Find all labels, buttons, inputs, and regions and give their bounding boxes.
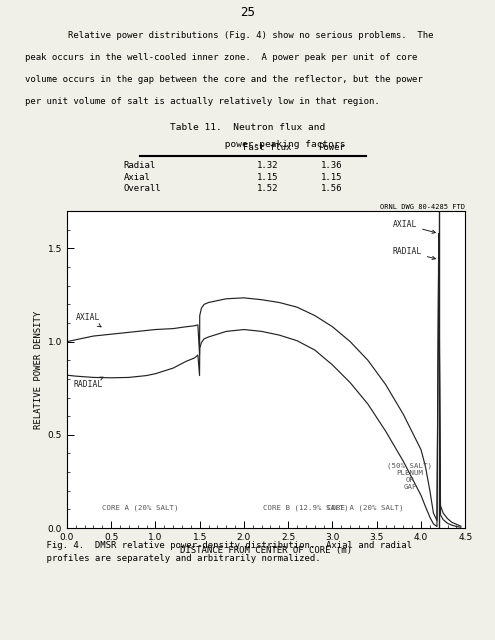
Text: RADIAL: RADIAL bbox=[73, 377, 103, 389]
Text: 1.56: 1.56 bbox=[321, 184, 343, 193]
Text: 25: 25 bbox=[240, 6, 255, 19]
Text: CORE B (12.9% SALT): CORE B (12.9% SALT) bbox=[263, 504, 348, 511]
Text: Fig. 4.  DMSR relative power-density distribution.  Axial and radial: Fig. 4. DMSR relative power-density dist… bbox=[25, 541, 412, 550]
Text: Overall: Overall bbox=[124, 184, 161, 193]
Text: power-peaking factors: power-peaking factors bbox=[150, 140, 345, 149]
Text: 1.15: 1.15 bbox=[321, 173, 343, 182]
Text: Table 11.  Neutron flux and: Table 11. Neutron flux and bbox=[170, 123, 325, 132]
Text: Radial: Radial bbox=[124, 161, 156, 170]
Text: AXIAL: AXIAL bbox=[76, 313, 101, 327]
Text: CORE A (20% SALT): CORE A (20% SALT) bbox=[102, 504, 179, 511]
Text: Relative power distributions (Fig. 4) show no serious problems.  The: Relative power distributions (Fig. 4) sh… bbox=[25, 31, 433, 40]
Text: RADIAL: RADIAL bbox=[393, 247, 436, 259]
Text: 1.15: 1.15 bbox=[256, 173, 278, 182]
Text: 1.52: 1.52 bbox=[256, 184, 278, 193]
Text: Fast flux: Fast flux bbox=[243, 143, 292, 152]
Text: peak occurs in the well-cooled inner zone.  A power peak per unit of core: peak occurs in the well-cooled inner zon… bbox=[25, 52, 417, 62]
Text: AXIAL: AXIAL bbox=[393, 220, 436, 234]
Text: (50% SALT)
PLENUM
OR
GAP: (50% SALT) PLENUM OR GAP bbox=[388, 462, 433, 490]
Text: Power: Power bbox=[318, 143, 345, 152]
Text: ORNL DWG 80-4285 FTD: ORNL DWG 80-4285 FTD bbox=[380, 204, 465, 210]
Text: 1.32: 1.32 bbox=[256, 161, 278, 170]
Text: 1.36: 1.36 bbox=[321, 161, 343, 170]
Y-axis label: RELATIVE POWER DENSITY: RELATIVE POWER DENSITY bbox=[35, 310, 44, 429]
Text: volume occurs in the gap between the core and the reflector, but the power: volume occurs in the gap between the cor… bbox=[25, 75, 423, 84]
Text: Axial: Axial bbox=[124, 173, 150, 182]
X-axis label: DISTANCE FROM CENTER OF CORE (m): DISTANCE FROM CENTER OF CORE (m) bbox=[180, 546, 352, 555]
Text: per unit volume of salt is actually relatively low in that region.: per unit volume of salt is actually rela… bbox=[25, 97, 380, 106]
Text: CORE A (20% SALT): CORE A (20% SALT) bbox=[327, 504, 404, 511]
Text: profiles are separately and arbitrarily normalized.: profiles are separately and arbitrarily … bbox=[25, 554, 320, 563]
